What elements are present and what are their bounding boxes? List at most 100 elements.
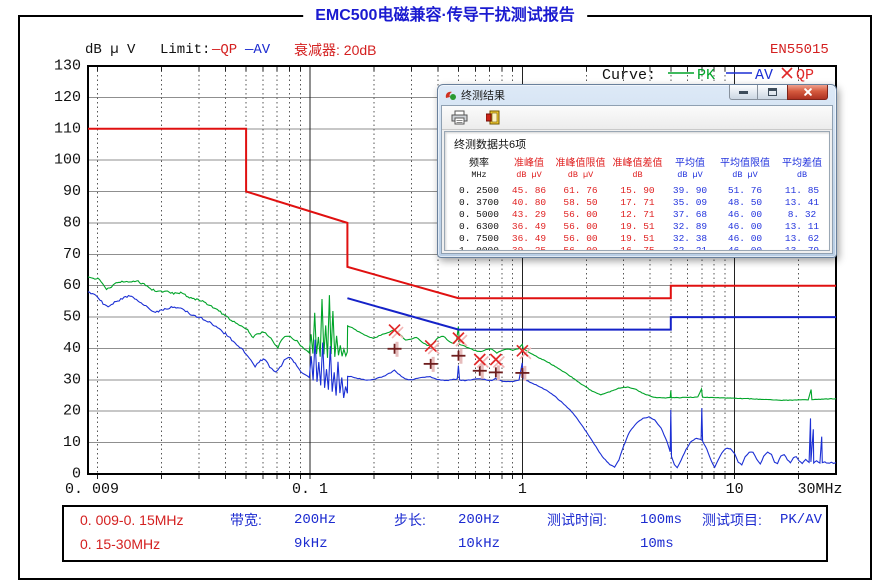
- exit-button[interactable]: [483, 109, 503, 127]
- table-row: 0. 3700 40. 80 58. 50 17. 71 35. 09 48. 50 13.…: [452, 197, 829, 209]
- table-cell: 13. 79: [784, 245, 820, 251]
- table-cell: 1. 0000: [459, 245, 499, 251]
- item-1: PK/AV: [780, 512, 823, 528]
- table-cell: 51. 76: [727, 185, 763, 196]
- table-cell: 32. 89: [672, 221, 708, 232]
- dialog-content: 终测数据共6项 频率 准峰值 准峰值限值 准峰值差值 平均值 平均值限值 平均差值 MHz dB…: [444, 131, 830, 251]
- column-header: 平均差值: [782, 158, 822, 169]
- time-1: 100ms: [640, 512, 683, 528]
- table-cell: 8. 32: [787, 209, 817, 220]
- table-cell: 48. 50: [727, 197, 763, 208]
- column-unit: dB µV: [732, 170, 758, 180]
- table-cell: 35. 09: [672, 197, 708, 208]
- dialog-title: 终测结果: [461, 90, 505, 102]
- column-unit: dB µV: [516, 170, 542, 180]
- table-cell: 58. 50: [563, 197, 598, 208]
- exit-door-icon: [486, 110, 500, 125]
- table-cell: 40. 80: [511, 197, 547, 208]
- table-cell: 43. 29: [511, 209, 547, 220]
- bandwidth-label: 带宽:: [230, 512, 262, 528]
- table-header-row: 频率 准峰值 准峰值限值 准峰值差值 平均值 平均值限值 平均差值: [452, 157, 829, 170]
- limit-qp-label: —QP: [212, 42, 238, 58]
- column-unit: dB: [796, 170, 808, 180]
- table-cell: 46. 00: [727, 209, 763, 220]
- result-count-label: 终测数据共6项: [454, 139, 527, 151]
- column-header: 平均值限值: [720, 158, 770, 169]
- table-cell: 0. 6300: [459, 221, 499, 232]
- print-button[interactable]: [449, 109, 469, 127]
- table-cell: 32. 21: [672, 245, 708, 251]
- unit-label: dB µ V: [85, 42, 136, 58]
- table-cell: 13. 41: [784, 197, 820, 208]
- close-button[interactable]: [787, 85, 828, 100]
- step-1: 200Hz: [458, 512, 501, 528]
- column-header: 准峰值差值: [612, 158, 663, 169]
- time-2: 10ms: [640, 536, 674, 552]
- column-header: 准峰值: [514, 158, 544, 169]
- table-row: 0. 7500 36. 49 56. 00 19. 51 32. 38 46. 00 13.…: [452, 233, 829, 245]
- table-cell: 61. 76: [563, 185, 598, 196]
- limit-label: Limit:: [160, 42, 211, 58]
- window-buttons: [729, 85, 828, 100]
- table-cell: 19. 51: [620, 221, 655, 232]
- dialog-titlebar[interactable]: 终测结果: [438, 85, 836, 105]
- item-label: 测试项目:: [702, 512, 762, 528]
- table-cell: 32. 38: [672, 233, 708, 244]
- table-cell: 56. 00: [563, 245, 598, 251]
- table-cell: 0. 3700: [459, 197, 499, 208]
- table-cell: 56. 00: [563, 221, 598, 232]
- table-cell: 16. 75: [620, 245, 655, 251]
- page-title: EMC500电磁兼容·传导干扰测试报告: [303, 1, 587, 25]
- bandwidth-2: 9kHz: [294, 536, 328, 552]
- results-dialog: 终测结果: [437, 84, 837, 258]
- app-icon: [445, 91, 456, 100]
- table-cell: 12. 71: [620, 209, 655, 220]
- step-2: 10kHz: [458, 536, 501, 552]
- table-cell: 46. 00: [727, 245, 763, 251]
- table-cell: 0. 7500: [459, 233, 499, 244]
- table-cell: 19. 51: [620, 233, 655, 244]
- column-header: 准峰值限值: [555, 158, 606, 169]
- table-cell: 45. 86: [511, 185, 547, 196]
- maximize-icon: [768, 88, 777, 96]
- minimize-icon: [739, 90, 748, 94]
- minimize-button[interactable]: [729, 85, 758, 100]
- table-cell: 36. 49: [511, 233, 547, 244]
- limit-av-label: —AV: [245, 42, 271, 58]
- freq-range-2: 0. 15-30MHz: [80, 536, 161, 552]
- table-cell: 13. 62: [784, 233, 820, 244]
- dialog-toolbar: [442, 106, 832, 130]
- table-row: 1. 0000 39. 25 56. 00 16. 75 32. 21 46. 00 13.…: [452, 245, 829, 251]
- step-label: 步长:: [394, 512, 426, 528]
- maximize-button[interactable]: [758, 85, 787, 100]
- table-cell: 46. 00: [727, 233, 763, 244]
- dialog-client-area: 终测数据共6项 频率 准峰值 准峰值限值 准峰值差值 平均值 平均值限值 平均差值 MHz dB…: [441, 105, 833, 254]
- print-icon: [451, 110, 467, 125]
- table-cell: 39. 25: [511, 245, 547, 251]
- table-cell: 56. 00: [563, 233, 598, 244]
- table-cell: 46. 00: [727, 221, 763, 232]
- table-cell: 39. 90: [672, 185, 708, 196]
- table-header-row: MHz dB µV dB µV dB dB µV dB µV dB: [452, 170, 829, 180]
- column-unit: dB µV: [567, 170, 594, 180]
- table-cell: 37. 68: [672, 209, 708, 220]
- table-cell: 11. 85: [784, 185, 820, 196]
- column-header: 平均值: [675, 158, 705, 169]
- time-label: 测试时间:: [547, 512, 607, 528]
- column-unit: dB: [632, 170, 643, 180]
- column-unit: MHz: [471, 170, 487, 180]
- bandwidth-1: 200Hz: [294, 512, 337, 528]
- table-cell: 13. 11: [784, 221, 820, 232]
- table-cell: 0. 5000: [459, 209, 499, 220]
- column-unit: dB µV: [677, 170, 703, 180]
- column-header: 频率: [469, 158, 489, 169]
- table-cell: 0. 2500: [459, 185, 499, 196]
- table-row: 0. 5000 43. 29 56. 00 12. 71 37. 68 46. 00 8. …: [452, 209, 829, 221]
- table-cell: 15. 90: [620, 185, 655, 196]
- table-cell: 56. 00: [563, 209, 598, 220]
- standard-label: EN55015: [770, 42, 829, 58]
- table-row: 0. 2500 45. 86 61. 76 15. 90 39. 90 51. 76 11.…: [452, 185, 829, 197]
- table-cell: 17. 71: [620, 197, 655, 208]
- freq-range-1: 0. 009-0. 15MHz: [80, 512, 184, 528]
